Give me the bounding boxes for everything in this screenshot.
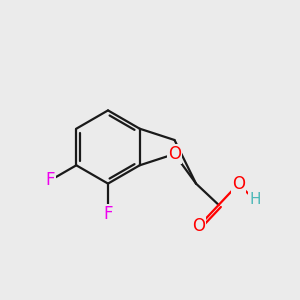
Text: O: O: [193, 217, 206, 235]
Text: F: F: [46, 171, 55, 189]
Text: H: H: [249, 192, 260, 207]
Text: O: O: [232, 175, 245, 193]
Text: F: F: [103, 205, 113, 223]
Text: O: O: [168, 145, 181, 163]
